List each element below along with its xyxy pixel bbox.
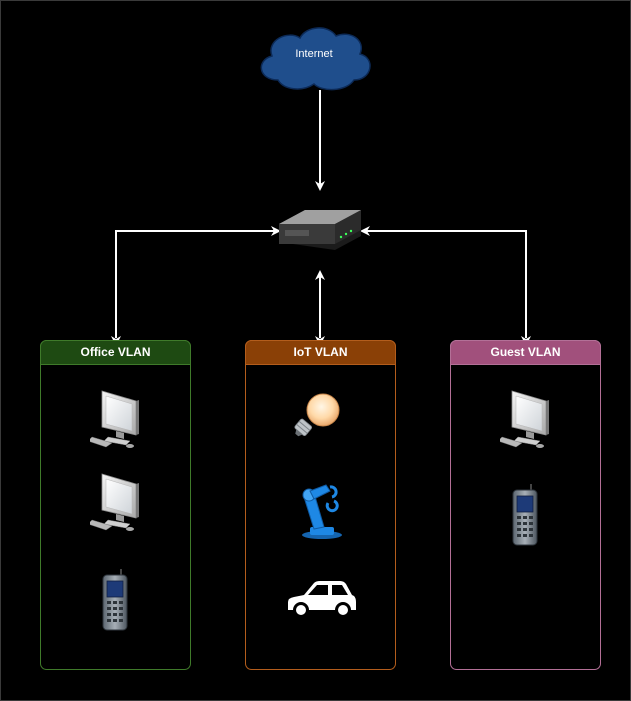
- light-bulb-icon[interactable]: [291, 393, 340, 440]
- router[interactable]: [279, 210, 361, 250]
- connections: [111, 90, 531, 346]
- vlan-guest[interactable]: Guest VLAN: [450, 340, 601, 670]
- robot-arm-icon[interactable]: [302, 484, 342, 539]
- vlan-guest-header: [450, 340, 601, 365]
- vlan-office-title: Office VLAN: [80, 345, 150, 359]
- router-to-guest-link: [360, 226, 531, 346]
- vlan-iot-header: [245, 340, 396, 365]
- desktop-computer-icon[interactable]: [88, 473, 140, 532]
- iot-devices: [288, 393, 356, 618]
- vlan-guest-title: Guest VLAN: [490, 345, 560, 359]
- vlan-iot-title: IoT VLAN: [294, 345, 348, 359]
- cloud-icon: [260, 27, 371, 91]
- desktop-computer-icon[interactable]: [88, 390, 140, 449]
- internet-label: Internet: [295, 48, 332, 60]
- vlan-iot[interactable]: IoT VLAN: [245, 340, 396, 670]
- desktop-computer-icon[interactable]: [498, 390, 550, 449]
- mobile-phone-icon[interactable]: [512, 484, 538, 546]
- vlan-office[interactable]: Office VLAN: [40, 340, 191, 670]
- router-icon: [279, 210, 361, 250]
- vlan-office-header: [40, 340, 191, 365]
- guest-devices: [498, 390, 550, 546]
- office-devices: [88, 390, 140, 631]
- car-icon[interactable]: [288, 581, 356, 618]
- router-to-office-link: [111, 226, 281, 346]
- mobile-phone-icon[interactable]: [102, 569, 128, 631]
- internet-cloud[interactable]: Internet: [260, 27, 371, 91]
